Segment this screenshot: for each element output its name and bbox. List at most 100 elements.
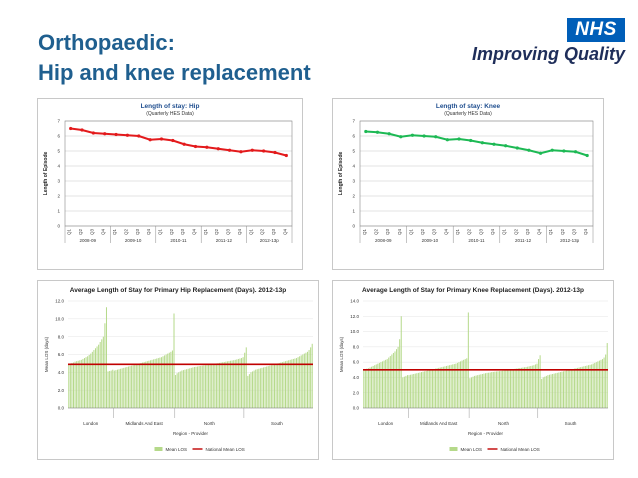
knee-provider-bar: [485, 373, 486, 408]
hip-provider-bar: [239, 358, 241, 408]
hip-provider-bar: [96, 346, 98, 408]
knee-provider-bar: [430, 369, 432, 408]
hip-provider-bar: [291, 359, 293, 408]
hip-provider-y-tick-label: 6.0: [58, 352, 65, 357]
knee-provider-bar: [445, 365, 447, 408]
hip-provider-chart: Average Length of Stay for Primary Hip R…: [44, 287, 313, 452]
knee-quarterly-panel: Length of stay: Knee (Quarterly HES Data)…: [332, 98, 604, 270]
knee-provider-bar: [497, 371, 499, 408]
knee-quarterly-data-point: [410, 133, 415, 137]
knee-provider-bar: [577, 367, 579, 408]
hip-provider-bar: [286, 360, 288, 408]
knee-provider-bar: [602, 359, 604, 408]
knee-quarterly-year-label: 2011-12: [515, 238, 532, 243]
hip-provider-bar: [115, 370, 117, 408]
knee-quarterly-quarter-label: Q1: [455, 229, 460, 236]
knee-quarterly-quarter-label: Q2: [513, 229, 518, 236]
knee-quarterly-series-line: [365, 130, 588, 157]
hip-provider-bar: [116, 369, 118, 408]
hip-provider-bar: [72, 362, 74, 408]
hip-provider-bar: [76, 361, 78, 408]
hip-provider-bar: [79, 360, 81, 408]
knee-provider-bar: [573, 368, 575, 408]
knee-provider-bar: [502, 370, 504, 408]
hip-quarterly-year-label: 2012-13p: [260, 238, 280, 243]
hip-provider-bar: [154, 358, 156, 408]
hip-provider-bar: [178, 372, 180, 408]
knee-quarterly-year-label: 2012-13p: [560, 238, 580, 243]
knee-provider-bar: [439, 367, 441, 408]
hip-quarterly-quarter-label: Q3: [226, 229, 231, 236]
hip-provider-bar: [124, 367, 126, 408]
hip-provider-bar: [292, 358, 294, 408]
hip-provider-bar: [285, 361, 287, 408]
hip-quarterly-chart-title: Length of stay: Hip: [141, 103, 200, 110]
knee-quarterly-data-point: [573, 150, 578, 154]
hip-quarterly-data-point: [205, 145, 209, 149]
knee-quarterly-year-label: 2010-11: [468, 238, 485, 243]
hip-provider-bar: [107, 371, 109, 408]
nhs-logo-box: NHS: [567, 18, 625, 42]
knee-quarterly-quarter-label: Q1: [548, 229, 553, 236]
knee-provider-bar: [408, 375, 410, 408]
hip-provider-bar: [94, 348, 96, 408]
knee-provider-bar: [561, 371, 563, 408]
hip-provider-bar: [214, 363, 216, 408]
hip-quarterly-quarter-label: Q4: [237, 229, 242, 236]
hip-provider-bar: [71, 362, 73, 408]
knee-provider-bar: [603, 357, 605, 408]
hip-provider-bar: [231, 360, 233, 408]
slide-title-line-1: Orthopaedic:: [38, 30, 175, 55]
hip-provider-bar: [277, 363, 279, 408]
hip-quarterly-quarter-label: Q1: [248, 229, 253, 236]
knee-provider-bar: [578, 367, 580, 408]
knee-provider-bar: [453, 364, 455, 408]
hip-quarterly-quarter-label: Q4: [101, 229, 106, 236]
hip-quarterly-data-point: [284, 153, 288, 158]
knee-provider-bar: [564, 370, 566, 408]
hip-provider-bar: [303, 353, 305, 408]
knee-quarterly-data-point: [550, 148, 554, 152]
knee-provider-bar: [555, 373, 557, 408]
hip-provider-y-tick-label: 8.0: [58, 334, 65, 339]
hip-quarterly-quarter-label: Q2: [169, 229, 174, 236]
knee-provider-bar: [450, 364, 452, 408]
hip-provider-bar: [170, 351, 172, 408]
knee-provider-bar: [433, 369, 435, 408]
knee-provider-region-label: Midlands And East: [420, 421, 458, 426]
hip-provider-bar: [247, 375, 249, 408]
hip-provider-bar: [93, 350, 95, 408]
knee-provider-y-tick-label: 14.0: [350, 299, 359, 304]
knee-provider-bar: [442, 366, 444, 408]
knee-provider-bar: [550, 374, 552, 408]
hip-provider-bar: [230, 360, 232, 408]
hip-provider-bar: [197, 366, 199, 408]
knee-provider-bar: [364, 369, 366, 408]
hip-provider-bar: [219, 362, 221, 408]
hip-provider-bar: [113, 370, 115, 408]
hip-provider-bar: [105, 307, 107, 408]
knee-quarterly-data-point: [387, 132, 391, 136]
knee-provider-bar: [375, 364, 377, 408]
knee-provider-y-tick-label: 12.0: [350, 314, 359, 319]
knee-provider-bar: [419, 372, 421, 408]
hip-provider-legend-label-mean: Mean LOS: [166, 447, 188, 452]
hip-quarterly-y-tick-label: 1: [57, 209, 60, 214]
hip-provider-bar: [311, 343, 313, 408]
hip-provider-bar: [98, 344, 100, 408]
hip-provider-bar: [120, 368, 122, 408]
hip-provider-region-label: London: [83, 421, 99, 426]
knee-quarterly-data-point: [562, 149, 566, 153]
hip-provider-y-tick-label: 12.0: [55, 299, 64, 304]
hip-provider-bar: [302, 354, 304, 408]
hip-provider-bar: [101, 339, 103, 408]
hip-provider-y-tick-label: 2.0: [58, 388, 65, 393]
hip-provider-bar: [127, 366, 129, 408]
hip-quarterly-chart-subtitle: (Quarterly HES Data): [146, 111, 194, 117]
knee-provider-bar: [499, 371, 501, 408]
knee-provider-bar: [394, 351, 396, 408]
knee-provider-bar: [369, 367, 371, 408]
hip-provider-bar: [237, 358, 239, 408]
knee-provider-bar: [581, 366, 583, 408]
hip-provider-bar: [236, 359, 238, 408]
